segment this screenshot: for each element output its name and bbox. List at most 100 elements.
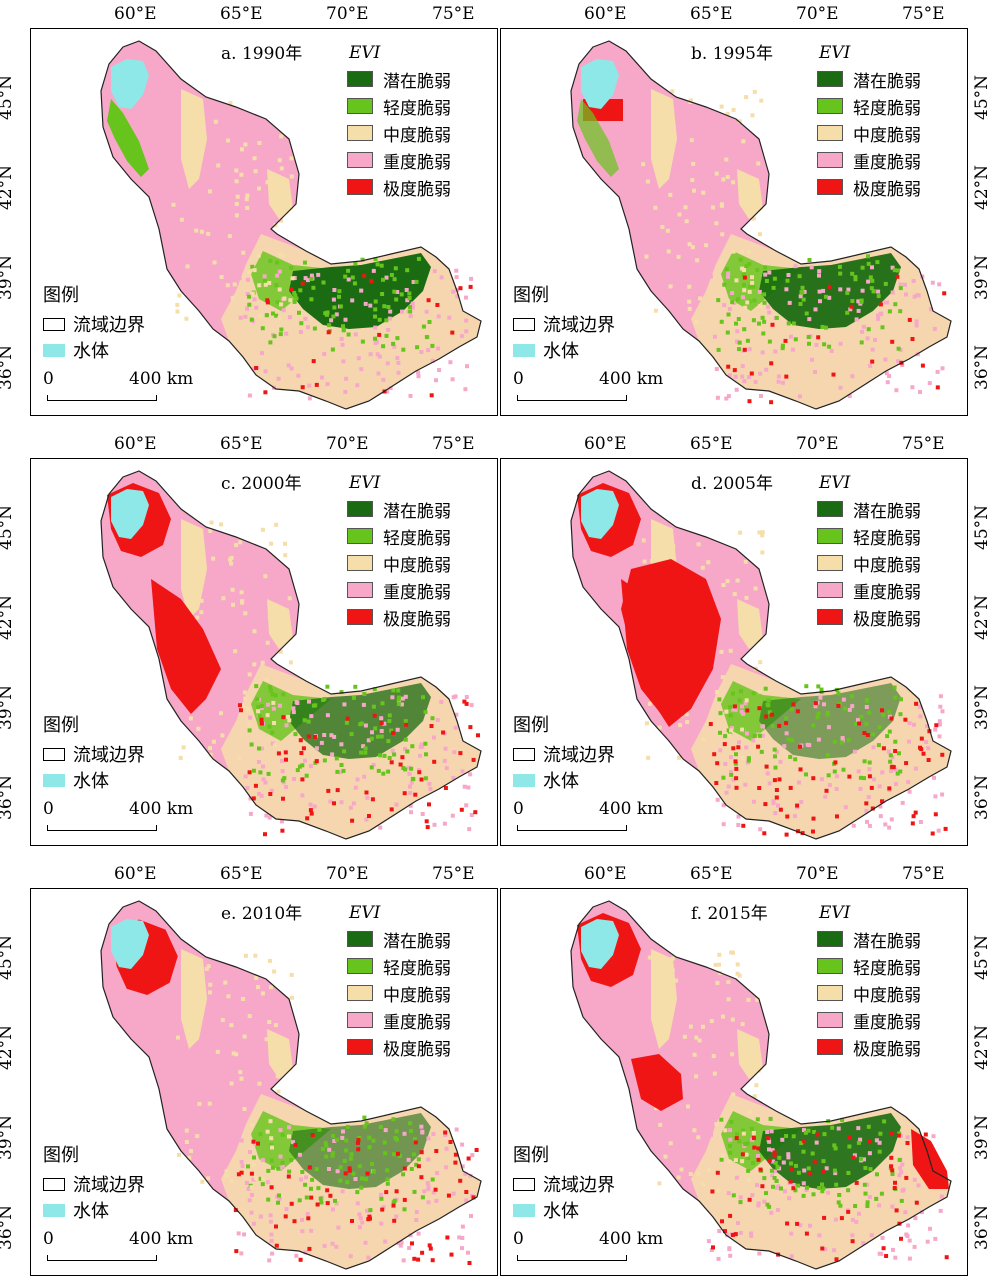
map-legend-title: 图例 <box>513 715 549 736</box>
latitude-label: 39°N <box>972 684 992 730</box>
class-swatch <box>347 958 373 974</box>
longitude-label: 75°E <box>902 434 945 454</box>
class-swatch <box>817 609 843 625</box>
map-panel: e. 2010年 EVI 潜在脆弱 轻度脆弱 中度脆弱 重度脆弱 极度脆弱 图例 流域边界 水体 0… <box>0 860 532 1285</box>
latitude-label: 39°N <box>972 1114 992 1160</box>
class-legend-item: 重度脆弱 <box>817 1010 921 1033</box>
longitude-label: 60°E <box>584 864 627 884</box>
boundary-swatch <box>43 747 65 761</box>
class-label: 潜在脆弱 <box>853 71 921 92</box>
longitude-label: 65°E <box>690 434 733 454</box>
water-swatch <box>513 773 535 787</box>
map-frame: f. 2015年 EVI 潜在脆弱 轻度脆弱 中度脆弱 重度脆弱 极度脆弱 图例 流域边界 水体 0… <box>500 888 968 1276</box>
scale-bar <box>517 1255 627 1261</box>
longitude-label: 60°E <box>584 434 627 454</box>
longitude-label: 65°E <box>690 864 733 884</box>
panel-title: f. 2015年 <box>691 904 768 924</box>
class-legend-item: 中度脆弱 <box>817 123 921 146</box>
class-legend-item: 潜在脆弱 <box>817 69 921 92</box>
map-frame: b. 1995年 EVI 潜在脆弱 轻度脆弱 中度脆弱 重度脆弱 极度脆弱 图例 流域边界 水体 0… <box>500 28 968 416</box>
latitude-label: 42°N <box>972 164 992 210</box>
map-legend-title: 图例 <box>513 285 549 306</box>
water-swatch <box>513 1203 535 1217</box>
latitude-label: 39°N <box>972 254 992 300</box>
class-legend-heading: EVI <box>819 903 851 923</box>
class-legend-item: 中度脆弱 <box>817 553 921 576</box>
water-legend-item: 水体 <box>513 767 579 793</box>
class-label: 中度脆弱 <box>853 555 921 576</box>
scale-distance-label: 400 km <box>129 1229 194 1249</box>
class-swatch <box>817 1012 843 1028</box>
class-legend-item: 极度脆弱 <box>347 177 451 200</box>
boundary-swatch <box>513 317 535 331</box>
class-label: 中度脆弱 <box>383 555 451 576</box>
class-legend-heading: EVI <box>349 903 381 923</box>
water-swatch <box>513 343 535 357</box>
class-swatch <box>817 125 843 141</box>
longitude-label: 65°E <box>220 4 263 24</box>
vulnerability-map <box>100 470 482 840</box>
class-legend-item: 重度脆弱 <box>347 580 451 603</box>
water-legend-item: 水体 <box>513 1197 579 1223</box>
class-legend-item: 重度脆弱 <box>347 1010 451 1033</box>
class-legend-item: 潜在脆弱 <box>347 929 451 952</box>
class-legend-item: 轻度脆弱 <box>817 96 921 119</box>
class-swatch <box>347 71 373 87</box>
latitude-label: 36°N <box>972 344 992 390</box>
scale-bar <box>47 825 157 831</box>
class-label: 潜在脆弱 <box>383 501 451 522</box>
class-legend-item: 潜在脆弱 <box>817 499 921 522</box>
class-label: 极度脆弱 <box>383 609 451 630</box>
vulnerability-map <box>100 900 482 1270</box>
vulnerability-map <box>100 40 482 410</box>
water-legend-item: 水体 <box>43 767 109 793</box>
scale-zero-label: 0 <box>43 799 54 819</box>
map-legend-title: 图例 <box>43 285 79 306</box>
latitude-label: 45°N <box>972 74 992 120</box>
longitude-label: 75°E <box>902 4 945 24</box>
class-label: 潜在脆弱 <box>383 931 451 952</box>
water-swatch <box>43 343 65 357</box>
panel-title: b. 1995年 <box>691 44 773 64</box>
latitude-label: 45°N <box>0 504 16 550</box>
class-legend-item: 潜在脆弱 <box>347 69 451 92</box>
class-label: 潜在脆弱 <box>853 501 921 522</box>
latitude-label: 42°N <box>0 594 16 640</box>
class-legend-item: 潜在脆弱 <box>347 499 451 522</box>
water-label: 水体 <box>73 771 109 792</box>
class-swatch <box>347 931 373 947</box>
map-panel: c. 2000年 EVI 潜在脆弱 轻度脆弱 中度脆弱 重度脆弱 极度脆弱 图例 流域边界 水体 0… <box>0 430 532 855</box>
class-swatch <box>817 179 843 195</box>
class-legend-item: 重度脆弱 <box>347 150 451 173</box>
map-panel: a. 1990年 EVI 潜在脆弱 轻度脆弱 中度脆弱 重度脆弱 极度脆弱 图例 流域边界 水体 0… <box>0 0 532 425</box>
class-label: 重度脆弱 <box>853 152 921 173</box>
boundary-label: 流域边界 <box>73 745 145 766</box>
class-label: 轻度脆弱 <box>383 958 451 979</box>
panel-title: c. 2000年 <box>221 474 302 494</box>
water-legend-item: 水体 <box>43 337 109 363</box>
latitude-label: 36°N <box>972 1204 992 1250</box>
longitude-label: 60°E <box>114 4 157 24</box>
class-legend-item: 极度脆弱 <box>347 1037 451 1060</box>
class-swatch <box>817 582 843 598</box>
latitude-label: 45°N <box>0 934 16 980</box>
class-label: 轻度脆弱 <box>383 98 451 119</box>
map-frame: c. 2000年 EVI 潜在脆弱 轻度脆弱 中度脆弱 重度脆弱 极度脆弱 图例 流域边界 水体 0… <box>30 458 498 846</box>
latitude-label: 39°N <box>0 254 16 300</box>
boundary-swatch <box>43 317 65 331</box>
class-swatch <box>347 152 373 168</box>
latitude-label: 45°N <box>0 74 16 120</box>
latitude-label: 42°N <box>0 1024 16 1070</box>
class-swatch <box>347 1039 373 1055</box>
class-label: 重度脆弱 <box>383 1012 451 1033</box>
class-label: 中度脆弱 <box>383 985 451 1006</box>
scale-distance-label: 400 km <box>599 799 664 819</box>
scale-bar <box>47 1255 157 1261</box>
boundary-legend-item: 流域边界 <box>43 741 145 767</box>
class-label: 中度脆弱 <box>853 125 921 146</box>
latitude-label: 36°N <box>0 774 16 820</box>
map-frame: a. 1990年 EVI 潜在脆弱 轻度脆弱 中度脆弱 重度脆弱 极度脆弱 图例 流域边界 水体 0… <box>30 28 498 416</box>
class-legend-item: 轻度脆弱 <box>347 956 451 979</box>
class-label: 中度脆弱 <box>853 985 921 1006</box>
class-swatch <box>347 528 373 544</box>
